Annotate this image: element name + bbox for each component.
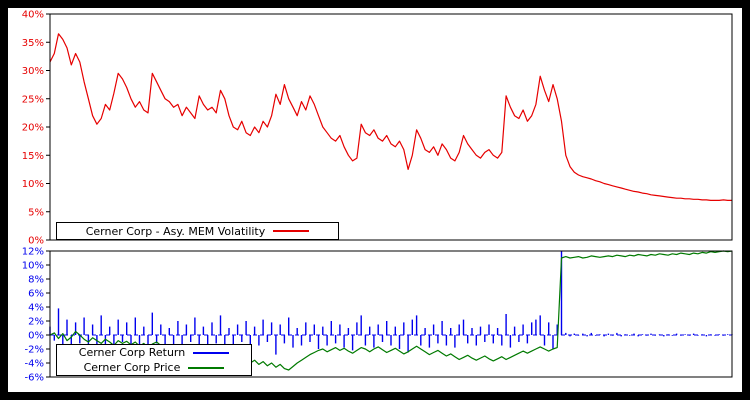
return-legend-label: Cerner Corp Return [78,346,186,359]
svg-text:35%: 35% [22,38,44,49]
price-legend-label: Cerner Corp Price [83,361,181,374]
svg-text:5%: 5% [28,207,44,218]
figure-canvas: 0% 5% 10% 15% 20% 25% 30% 35% 40% -6% -4% -2% 0% 2% 4%… [8,8,742,392]
svg-text:8%: 8% [28,275,44,286]
svg-text:0%: 0% [28,236,44,247]
svg-text:15%: 15% [22,151,44,162]
svg-text:12%: 12% [22,247,44,258]
return-legend-row: Cerner Corp Return [61,346,247,359]
svg-text:10%: 10% [22,261,44,272]
volatility-legend: Cerner Corp - Asy. MEM Volatility [56,222,339,240]
svg-text:-2%: -2% [25,345,44,356]
return-price-panel: -6% -4% -2% 0% 2% 4% 6% 8% 10% 12% [22,247,733,384]
svg-text:0%: 0% [28,331,44,342]
svg-text:-4%: -4% [25,359,44,370]
svg-text:40%: 40% [22,10,44,21]
volatility-panel: 0% 5% 10% 15% 20% 25% 30% 35% 40% [22,10,733,247]
return-legend-line-sample [193,351,230,354]
svg-text:25%: 25% [22,94,44,105]
svg-text:6%: 6% [28,289,44,300]
volatility-legend-label: Cerner Corp - Asy. MEM Volatility [85,224,266,238]
volatility-legend-line-sample [273,230,310,232]
svg-text:2%: 2% [28,317,44,328]
charts-canvas: 0% 5% 10% 15% 20% 25% 30% 35% 40% -6% -4% -2% 0% 2% 4%… [22,10,733,384]
svg-text:30%: 30% [22,66,44,77]
svg-text:-6%: -6% [25,373,44,384]
price-legend-row: Cerner Corp Price [61,361,247,374]
svg-text:20%: 20% [22,123,44,134]
price-legend-line-sample [188,366,225,369]
return-price-legend: Cerner Corp Return Cerner Corp Price [56,344,252,376]
svg-text:4%: 4% [28,303,44,314]
svg-text:10%: 10% [22,179,44,190]
